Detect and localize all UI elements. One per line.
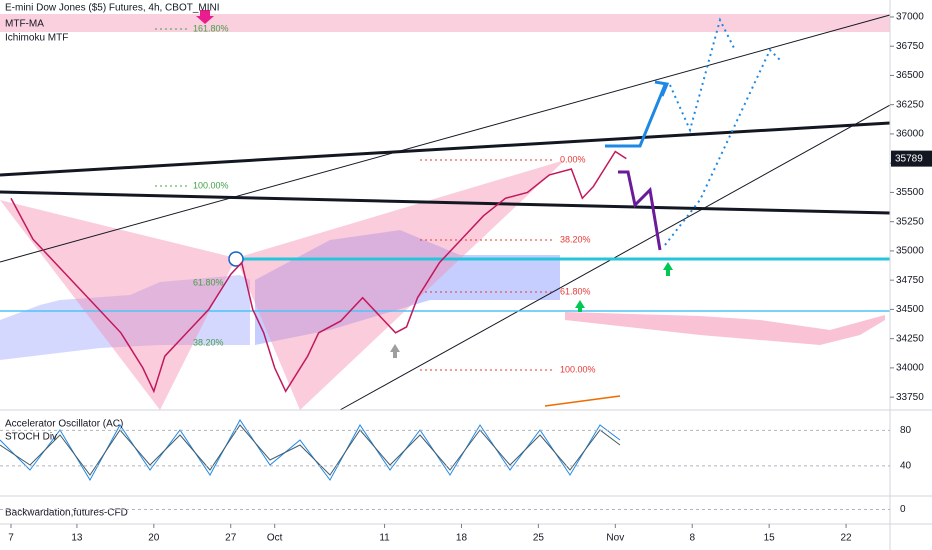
cloud <box>565 312 885 345</box>
cloud <box>0 275 250 360</box>
fib-label: 38.20% <box>193 337 224 347</box>
harmonic-pattern <box>236 160 565 410</box>
x-tick-label: 11 <box>379 533 390 544</box>
target-zone <box>0 14 890 32</box>
y-tick-label: 34750 <box>896 275 924 286</box>
price-line <box>10 150 627 394</box>
y-tick-label: 35250 <box>896 216 924 227</box>
projection-arrow <box>605 84 667 148</box>
chart-title: E-mini Dow Jones ($5) Futures, 4h, CBOT_… <box>5 3 220 14</box>
arrow-icon <box>196 10 214 24</box>
y-tick-label: 35000 <box>896 246 924 257</box>
trendline <box>0 14 891 263</box>
indicator-line <box>544 395 621 407</box>
y-tick-label: 33750 <box>896 392 924 403</box>
stoch-line <box>0 424 621 476</box>
fib-label: 61.80% <box>560 286 591 296</box>
projection-arrow <box>618 170 662 251</box>
y-tick-label: 40 <box>900 460 912 471</box>
y-tick-label: 0 <box>900 504 906 515</box>
y-tick-label: 36000 <box>896 129 924 140</box>
x-tick-label: 25 <box>533 533 545 544</box>
fib-label: 61.80% <box>193 277 224 287</box>
x-tick-label: 8 <box>689 533 695 544</box>
y-tick-label: 36750 <box>896 41 924 52</box>
x-tick-label: Oct <box>267 533 283 544</box>
y-tick-label: 35500 <box>896 187 924 198</box>
y-tick-label: 34500 <box>896 304 924 315</box>
x-tick-label: 15 <box>764 533 776 544</box>
pane-title: Accelerator Oscillator (AC) <box>5 419 123 430</box>
y-tick-label: 34250 <box>896 333 924 344</box>
trendline <box>0 190 891 215</box>
pane-title: STOCH Div <box>5 432 57 443</box>
last-price-box <box>891 150 932 167</box>
x-tick-label: 20 <box>148 533 160 544</box>
arrow-icon <box>390 344 400 358</box>
fib-label: 100.00% <box>193 180 229 190</box>
x-tick-label: Nov <box>606 533 624 544</box>
y-tick-label: 36250 <box>896 99 924 110</box>
y-tick-label: 37000 <box>896 12 924 23</box>
y-tick-label: 34000 <box>896 363 924 374</box>
x-tick-label: 13 <box>71 533 83 544</box>
projection-path <box>664 48 781 246</box>
projection-path <box>669 17 736 133</box>
fib-label: 161.80% <box>193 23 229 33</box>
last-price-label: 35789 <box>895 153 923 164</box>
indicator-name: MTF-MA <box>5 19 44 30</box>
y-tick-label: 80 <box>900 425 912 436</box>
projection-arrow <box>654 80 670 97</box>
fib-label: 100.00% <box>560 364 596 374</box>
y-tick-label: 36500 <box>896 70 924 81</box>
trendline <box>0 121 891 177</box>
x-tick-label: 18 <box>456 533 468 544</box>
x-tick-label: 7 <box>8 533 14 544</box>
fib-label: 38.20% <box>560 234 591 244</box>
harmonic-pattern <box>0 200 236 410</box>
indicator-name: Ichimoku MTF <box>5 33 68 44</box>
arrow-icon <box>575 300 585 312</box>
pane-title: Backwardation,futures-CFD <box>5 508 128 519</box>
arrow-icon <box>663 262 673 276</box>
fib-label: 0.00% <box>560 154 586 164</box>
x-tick-label: 27 <box>225 533 237 544</box>
x-tick-label: 22 <box>840 533 852 544</box>
pattern-point <box>228 251 244 267</box>
